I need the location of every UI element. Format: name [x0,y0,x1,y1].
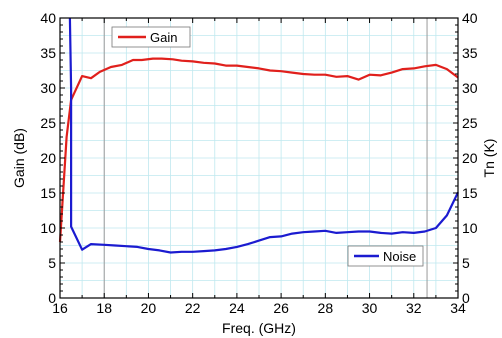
legend-gain-label: Gain [150,30,177,45]
x-tick-label: 22 [185,300,201,316]
x-tick-label: 24 [229,300,245,316]
y-right-tick-label: 35 [462,45,478,61]
legend-gain-box [111,26,191,48]
y-left-tick-label: 5 [48,255,56,271]
series-line-gain [58,57,459,243]
x-tick-label: 32 [406,300,422,316]
y-right-tick-label: 0 [462,290,470,306]
y-right-tick-label: 15 [462,185,478,201]
y-left-tick-label: 25 [40,115,56,131]
legend-noise-box [347,245,424,267]
y-axis-left-title: Gain (dB) [11,128,27,188]
axis-ticks [59,17,459,299]
y-right-tick-label: 5 [462,255,470,271]
x-tick-label: 16 [52,300,68,316]
y-right-tick-label: 30 [462,80,478,96]
vertical-markers [103,18,428,298]
x-tick-label: 20 [141,300,157,316]
series-line-noise [68,17,459,254]
x-tick-label: 18 [96,300,112,316]
x-axis-title: Freq. (GHz) [222,320,296,336]
y-left-tick-label: 0 [48,290,56,306]
y-right-tick-label: 40 [462,10,478,26]
legend-noise-label: Noise [383,249,416,264]
x-tick-label: 26 [273,300,289,316]
x-tick-label: 34 [450,300,466,316]
x-tick-label: 28 [318,300,334,316]
y-left-tick-label: 30 [40,80,56,96]
y-right-tick-label: 20 [462,150,478,166]
y-axis-right-title: Tn (K) [481,139,497,178]
series-lines [58,17,459,254]
y-left-tick-label: 15 [40,185,56,201]
y-right-tick-label: 25 [462,115,478,131]
y-left-tick-label: 35 [40,45,56,61]
x-tick-label: 30 [362,300,378,316]
legend-gain: Gain [111,26,191,48]
y-left-tick-label: 10 [40,220,56,236]
tick-labels: 16 18 20 22 24 26 28 30 32 3405101520253035400510… [40,10,477,316]
y-right-tick-label: 10 [462,220,478,236]
y-left-tick-label: 20 [40,150,56,166]
legend-noise: Noise [347,245,424,267]
y-left-tick-label: 40 [40,10,56,26]
